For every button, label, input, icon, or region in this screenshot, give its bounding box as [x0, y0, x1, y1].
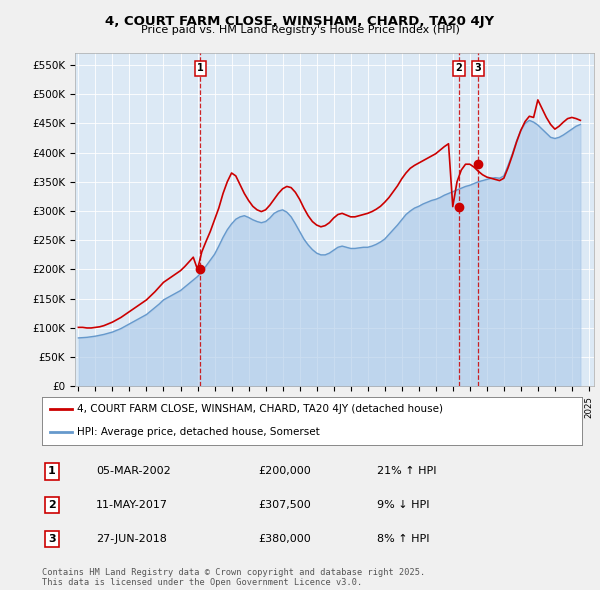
Text: 1: 1 — [197, 63, 204, 73]
Text: Contains HM Land Registry data © Crown copyright and database right 2025.
This d: Contains HM Land Registry data © Crown c… — [42, 568, 425, 587]
Text: 8% ↑ HPI: 8% ↑ HPI — [377, 533, 430, 543]
Text: 3: 3 — [475, 63, 481, 73]
Text: 1: 1 — [48, 467, 56, 477]
Text: 4, COURT FARM CLOSE, WINSHAM, CHARD, TA20 4JY: 4, COURT FARM CLOSE, WINSHAM, CHARD, TA2… — [106, 15, 494, 28]
Text: 9% ↓ HPI: 9% ↓ HPI — [377, 500, 430, 510]
Text: £380,000: £380,000 — [258, 533, 311, 543]
Text: Price paid vs. HM Land Registry's House Price Index (HPI): Price paid vs. HM Land Registry's House … — [140, 25, 460, 35]
Text: 27-JUN-2018: 27-JUN-2018 — [96, 533, 167, 543]
Text: 4, COURT FARM CLOSE, WINSHAM, CHARD, TA20 4JY (detached house): 4, COURT FARM CLOSE, WINSHAM, CHARD, TA2… — [77, 404, 443, 414]
Text: £307,500: £307,500 — [258, 500, 311, 510]
Text: 11-MAY-2017: 11-MAY-2017 — [96, 500, 168, 510]
Text: 2: 2 — [48, 500, 56, 510]
Text: 21% ↑ HPI: 21% ↑ HPI — [377, 467, 436, 477]
Text: 2: 2 — [455, 63, 462, 73]
Text: HPI: Average price, detached house, Somerset: HPI: Average price, detached house, Some… — [77, 427, 320, 437]
Text: 3: 3 — [48, 533, 56, 543]
Text: 05-MAR-2002: 05-MAR-2002 — [96, 467, 171, 477]
Text: £200,000: £200,000 — [258, 467, 311, 477]
